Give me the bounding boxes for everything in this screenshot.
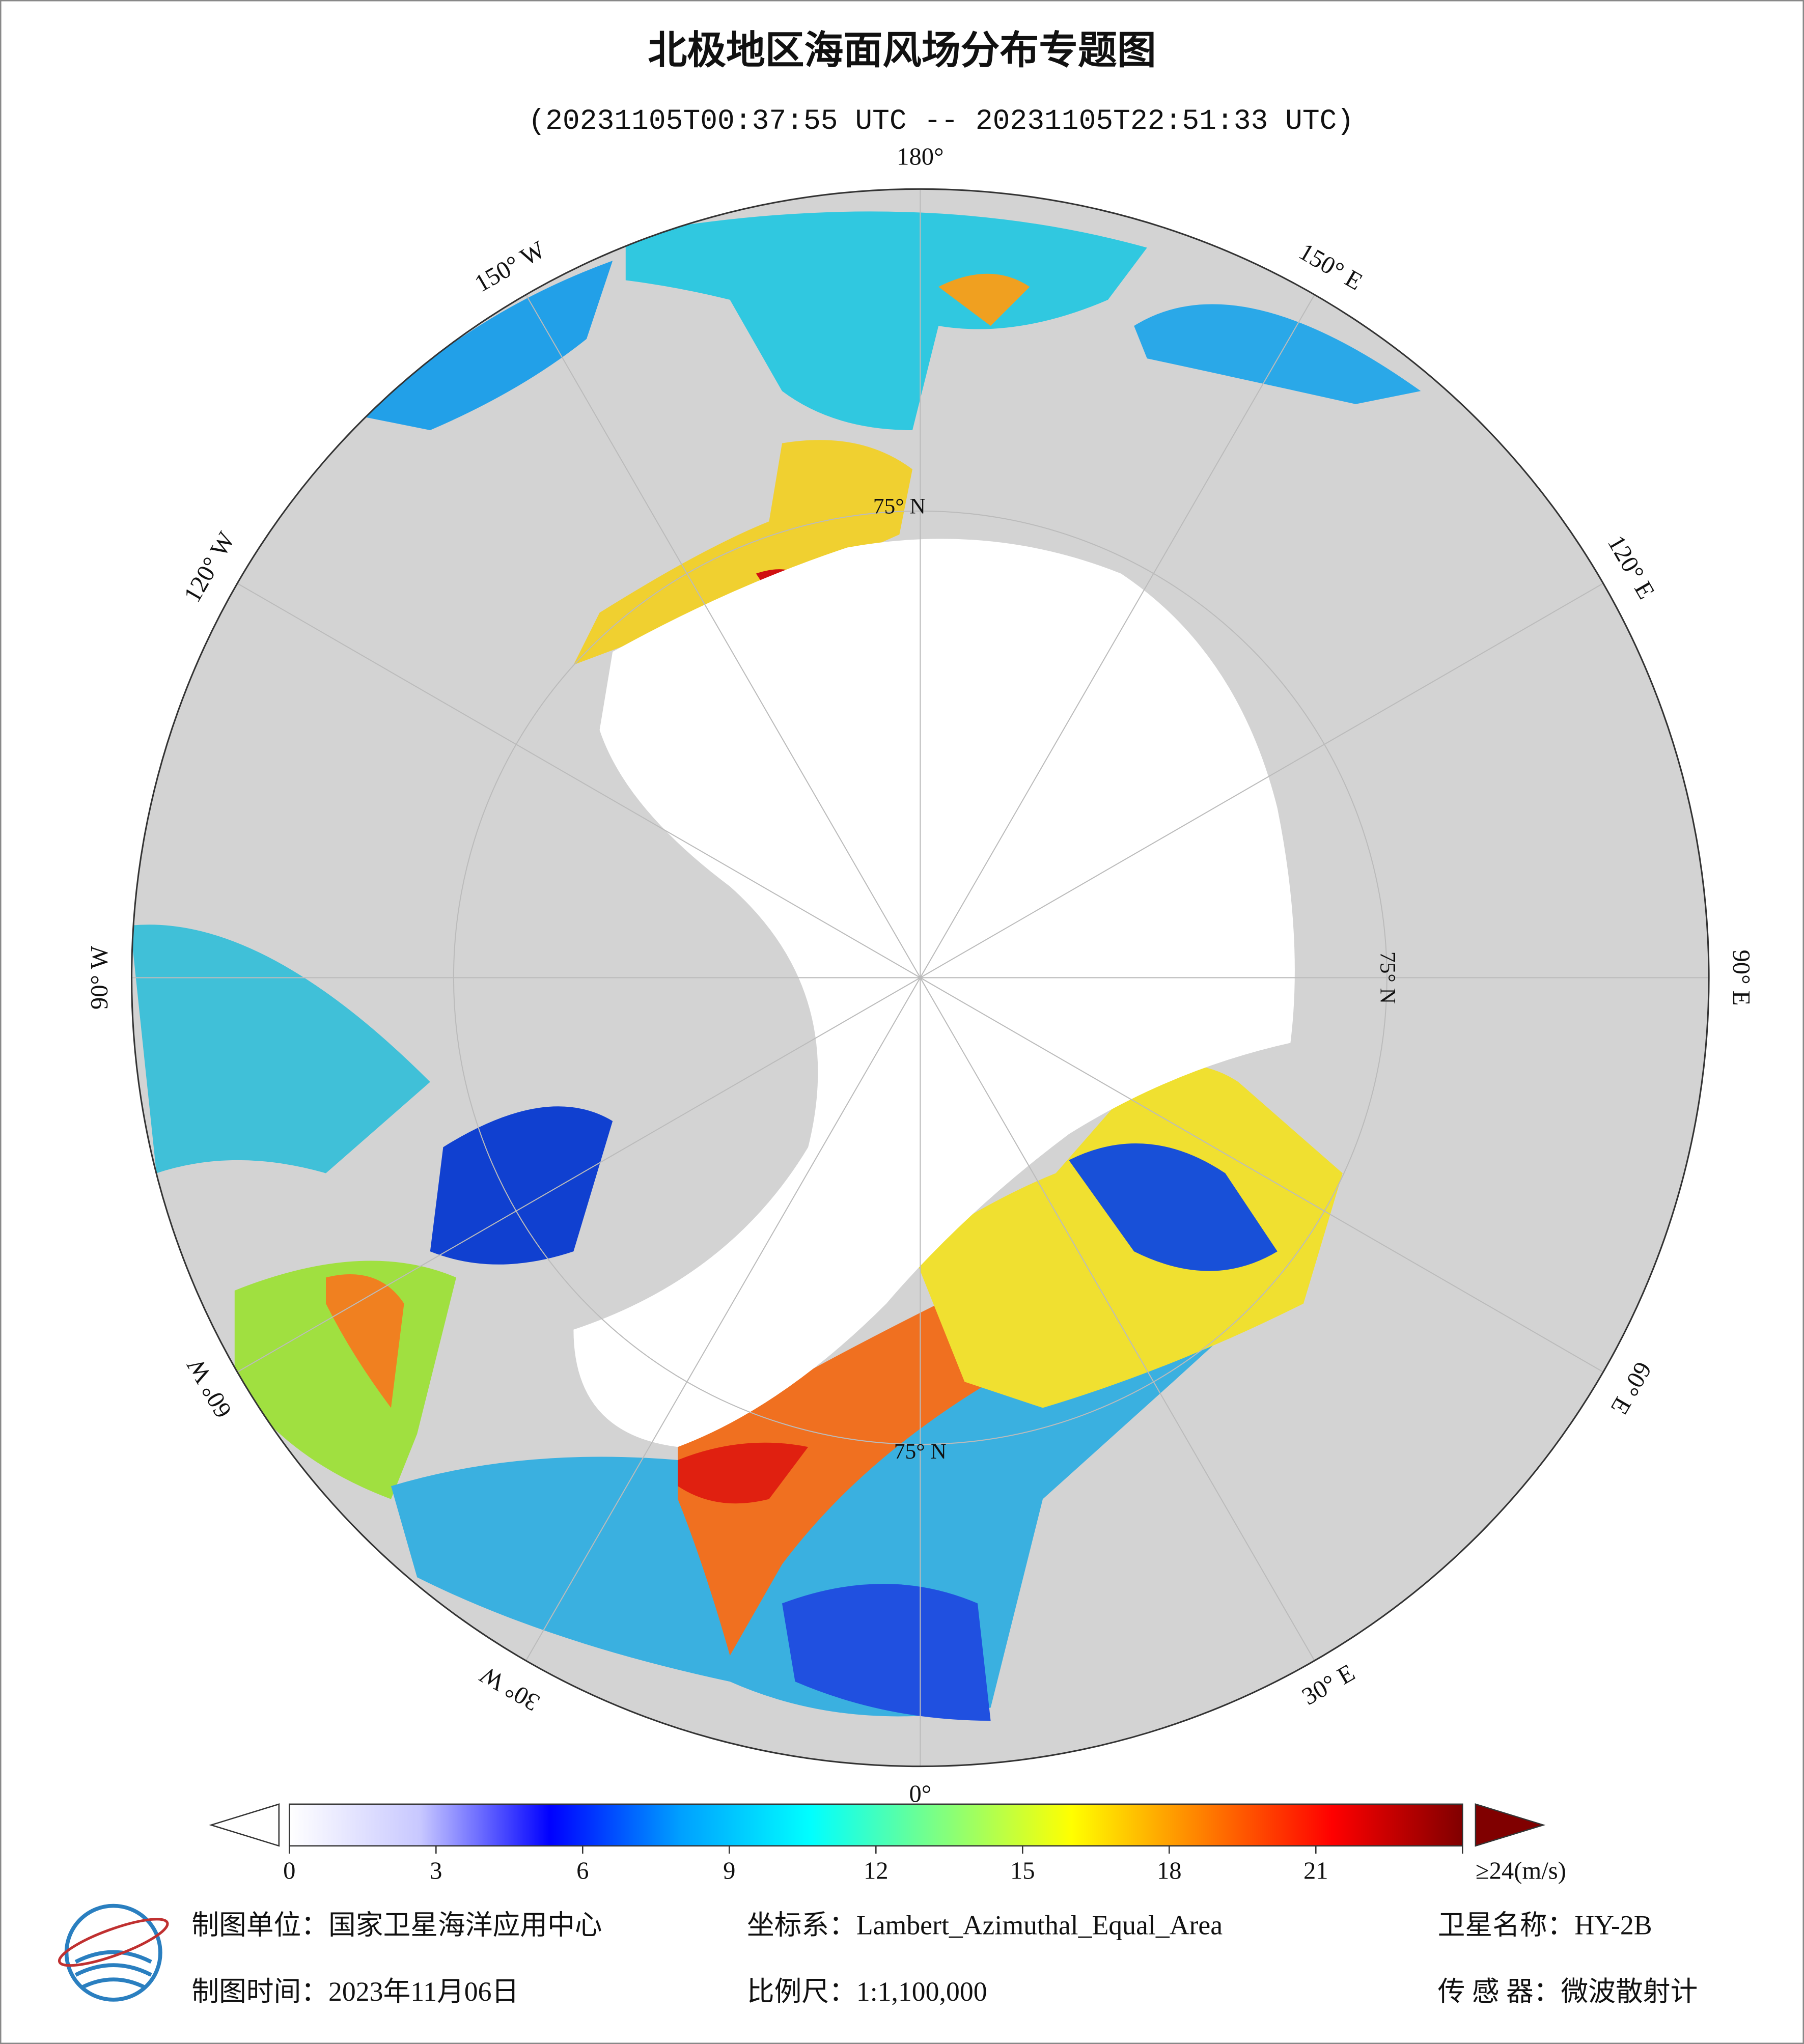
meridian xyxy=(237,582,921,978)
colorbar-tick-label: 21 xyxy=(1303,1857,1328,1885)
colorbar-tick-label: 18 xyxy=(1157,1857,1182,1885)
wind-patch xyxy=(325,1274,404,1408)
sea-ice xyxy=(573,539,1295,1447)
colorbar-tick-label: 0 xyxy=(283,1857,295,1885)
footer-date: 制图时间：2023年11月06日 xyxy=(191,1976,519,2007)
meridian xyxy=(920,977,1315,1661)
meridian xyxy=(920,294,1315,978)
wind-patch xyxy=(782,1584,991,1721)
latitude-label: 75° N xyxy=(1375,951,1400,1004)
longitude-label: 90° E xyxy=(1728,949,1755,1005)
footer-projection: 坐标系：Lambert_Azimuthal_Equal_Area xyxy=(747,1910,1223,1940)
wind-patch xyxy=(678,1442,809,1504)
meridian xyxy=(920,582,1604,978)
footer-sensor: 传 感 器：微波散射计 xyxy=(1438,1976,1698,2007)
colorbar-tick-label: ≥24(m/s) xyxy=(1476,1857,1566,1885)
wind-patch xyxy=(365,261,613,430)
wind-patch xyxy=(1134,304,1421,404)
graticule xyxy=(131,189,1709,1767)
longitude-label: 180° xyxy=(897,143,943,171)
colorbar-tick-label: 12 xyxy=(864,1857,889,1885)
title: 北极地区海面风场分布专题图 xyxy=(648,29,1156,72)
colorbar-tick-label: 6 xyxy=(576,1857,589,1885)
longitude-label: 90° W xyxy=(86,946,113,1010)
meridian xyxy=(525,977,921,1661)
wind-patch xyxy=(1069,1143,1278,1271)
colorbar: 0 3 6 9 12 15 18 21 ≥24(m/s) xyxy=(209,1803,1566,1885)
meridian xyxy=(237,977,921,1373)
colorbar-low-arrow xyxy=(209,1803,280,1847)
meridian xyxy=(525,294,921,978)
subtitle: (20231105T00:37:55 UTC -- 20231105T22:51… xyxy=(528,105,1354,137)
wind-patch xyxy=(131,925,430,1173)
wind-patch xyxy=(938,273,1030,326)
wind-patch xyxy=(430,1106,613,1265)
longitude-label: 0° xyxy=(909,1780,931,1808)
map-body xyxy=(131,189,1709,1767)
meridian xyxy=(920,977,1604,1373)
colorbar-tick-label: 3 xyxy=(430,1857,442,1885)
logo xyxy=(58,1903,169,2002)
colorbar-tick-label: 9 xyxy=(723,1857,735,1885)
wind-patch xyxy=(573,440,912,665)
colorbar-tick-label: 15 xyxy=(1010,1857,1035,1885)
wind-patch xyxy=(625,211,1147,430)
colorbar-bar xyxy=(289,1803,1463,1847)
footer-unit: 制图单位：国家卫星海洋应用中心 xyxy=(191,1910,602,1940)
latitude-label: 75° N xyxy=(873,494,926,519)
footer-scale: 比例尺：1:1,100,000 xyxy=(747,1976,987,2007)
wind-patch xyxy=(678,1303,1017,1656)
map-border xyxy=(131,188,1710,1768)
latitude-label: 75° N xyxy=(894,1439,947,1464)
colorbar-high-arrow xyxy=(1475,1803,1546,1847)
footer-satellite: 卫星名称：HY-2B xyxy=(1438,1910,1652,1940)
